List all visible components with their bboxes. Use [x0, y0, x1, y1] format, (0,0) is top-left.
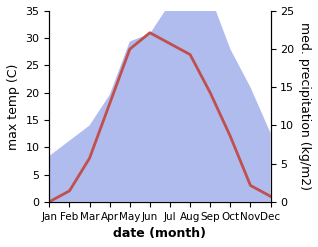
X-axis label: date (month): date (month)	[114, 227, 206, 240]
Y-axis label: med. precipitation (kg/m2): med. precipitation (kg/m2)	[298, 22, 311, 190]
Y-axis label: max temp (C): max temp (C)	[7, 63, 20, 149]
